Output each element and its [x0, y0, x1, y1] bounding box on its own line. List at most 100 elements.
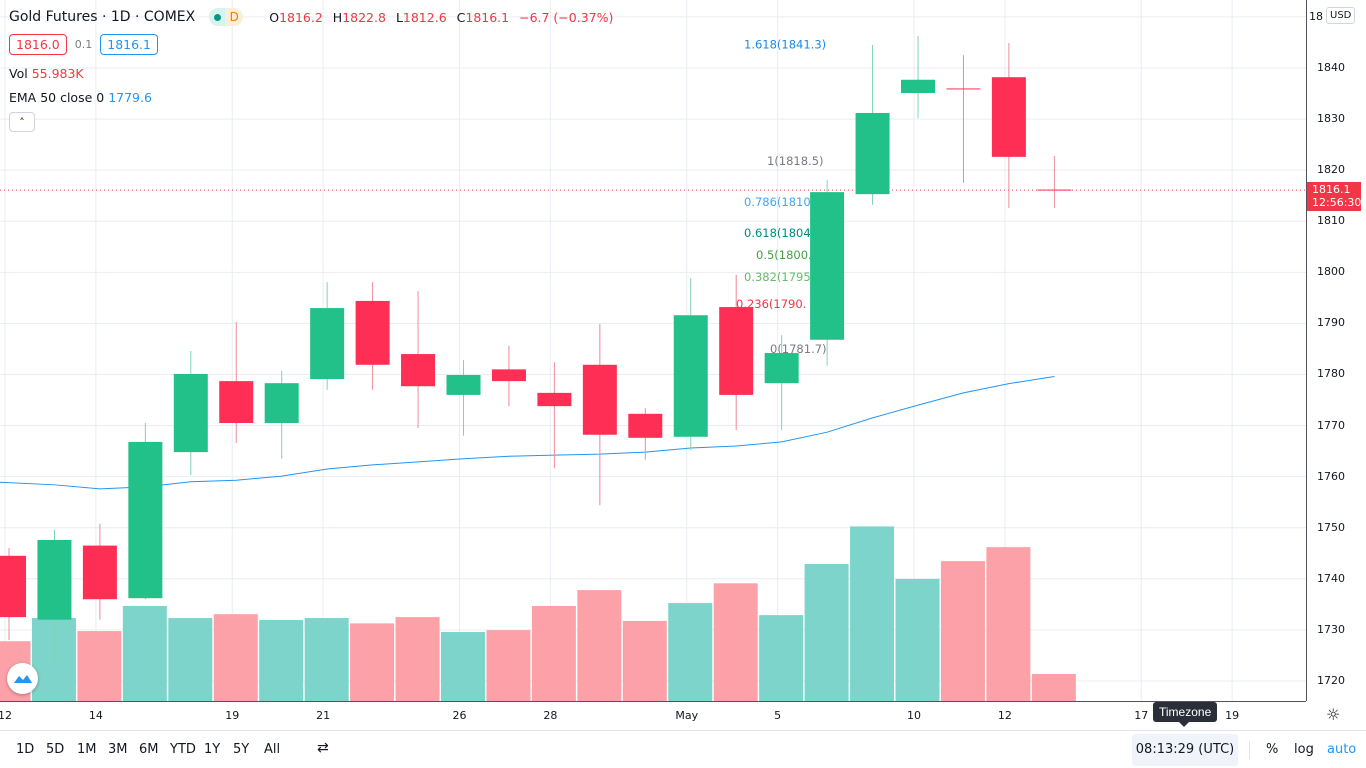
time-tick: 19 [225, 709, 240, 722]
volume-bar [850, 526, 895, 701]
price-tick: 1760 [1317, 469, 1345, 483]
candle-body [946, 88, 981, 90]
time-tick: 21 [316, 709, 331, 722]
volume-bar [1031, 673, 1076, 701]
price-tick: 1720 [1317, 673, 1345, 687]
candle-body [355, 300, 390, 365]
logo-icon [13, 674, 32, 683]
fib-level-label: 1(1818.5) [767, 154, 824, 168]
price-tick: 1800 [1317, 265, 1345, 279]
candle-body [719, 307, 754, 395]
time-tick: 12 [0, 709, 12, 722]
range-button-6m[interactable]: 6M [139, 742, 159, 757]
timezone-tooltip: Timezone [1153, 702, 1218, 727]
volume-bar [486, 630, 531, 701]
price-tick: 1740 [1317, 571, 1345, 585]
range-button-all[interactable]: All [264, 742, 281, 757]
settings-gear-icon[interactable]: ☼ [1326, 705, 1341, 724]
chart-pane[interactable]: 1.618(1841.3) 1(1818.5) 0.786(1810. 0.618(1… [0, 0, 1306, 701]
log-toggle[interactable]: log [1294, 742, 1314, 757]
price-tick: 1810 [1317, 214, 1345, 228]
candle-body [128, 441, 163, 599]
chevron-up-icon: ˄ [19, 116, 25, 129]
market-open-dot-icon [213, 13, 221, 21]
price-tick: 1770 [1317, 418, 1345, 432]
sell-button[interactable]: 1816.0 [9, 34, 67, 55]
candle-body [582, 364, 617, 435]
percent-toggle[interactable]: % [1266, 742, 1279, 757]
volume-bar [441, 632, 485, 701]
fib-level-label: 0.5(1800. [756, 248, 812, 262]
candle-body [37, 539, 72, 620]
volume-legend[interactable]: Vol 55.983K [9, 66, 84, 81]
time-tick: 10 [907, 709, 921, 722]
volume-bar [895, 578, 940, 701]
volume-bar [577, 590, 622, 701]
range-button-1y[interactable]: 1Y [204, 742, 221, 757]
auto-toggle[interactable]: auto [1327, 742, 1357, 757]
volume-bar [395, 617, 440, 701]
price-axis[interactable]: 1720 1730 1740 1750 1760 1770 1780 1790 1800 1810… [1306, 0, 1366, 701]
price-tick: 1780 [1317, 367, 1345, 381]
range-button-5y[interactable]: 5Y [233, 742, 250, 757]
candle-body [764, 353, 799, 384]
volume-bar [168, 618, 213, 701]
volume-bar [259, 619, 304, 701]
price-tick: 1840 [1317, 61, 1345, 74]
timezone-clock[interactable]: 08:13:29 (UTC) [1132, 734, 1238, 766]
price-tick: 1730 [1317, 622, 1345, 636]
range-button-3m[interactable]: 3M [108, 742, 128, 757]
range-button-5d[interactable]: 5D [46, 742, 65, 757]
volume-bar [350, 623, 395, 701]
buy-button[interactable]: 1816.1 [100, 34, 158, 55]
time-axis[interactable]: 12 14 19 21 26 28 May 5 10 12 17 19 [0, 701, 1306, 730]
symbol-title[interactable]: Gold Futures · 1D · COMEX [9, 9, 196, 25]
date-range-icon[interactable]: ⇄ [317, 740, 329, 756]
volume-bar [31, 618, 76, 701]
volume-bar [622, 620, 667, 701]
time-tick: 28 [543, 709, 558, 722]
candle-body [810, 192, 845, 340]
volume-bar [122, 605, 167, 701]
volume-bar [986, 547, 1031, 701]
ohlc-values: O1816.2 H1822.8 L1812.6 C1816.1 −6.7 (−0… [269, 9, 614, 25]
volume-bar [304, 618, 349, 701]
range-button-1d[interactable]: 1D [16, 742, 35, 757]
time-tick: 26 [452, 709, 467, 722]
candle-body [628, 413, 663, 438]
candle-body [1037, 189, 1072, 191]
price-tick: 1830 [1317, 112, 1345, 126]
candle-body [82, 545, 117, 600]
volume-bar [804, 564, 849, 701]
collapse-legend-button[interactable]: ˄ [9, 112, 35, 132]
candle-body [401, 354, 436, 387]
price-tick: 18 [1309, 10, 1323, 23]
currency-label[interactable]: USD [1326, 7, 1356, 24]
candle-body [0, 555, 26, 618]
change-value: −6.7 (−0.37%) [519, 9, 614, 25]
market-status-badge[interactable]: D [209, 8, 244, 26]
fib-level-label: 0.382(1795. [744, 270, 814, 284]
volume-bar [531, 605, 576, 701]
candle-body [991, 77, 1026, 157]
fib-level-label: 0.236(1790. [736, 297, 806, 311]
volume-bar [759, 615, 804, 701]
tradingview-logo[interactable] [7, 663, 38, 694]
time-tick: 14 [88, 709, 103, 722]
ema-legend[interactable]: EMA 50 close 0 1779.6 [9, 90, 152, 105]
range-button-ytd[interactable]: YTD [170, 742, 196, 757]
spread: 0.1 [74, 38, 93, 51]
volume-bar [668, 603, 713, 701]
range-button-1m[interactable]: 1M [77, 742, 97, 757]
time-tick: May [675, 709, 699, 722]
candle-body [219, 381, 254, 424]
candle-body [855, 112, 890, 195]
divider [1249, 741, 1250, 759]
candle-body [173, 373, 208, 453]
volume-bar [940, 561, 985, 701]
time-tick: 17 [1134, 709, 1149, 722]
fib-level-label: 1.618(1841.3) [744, 38, 826, 52]
time-tick: 5 [774, 709, 782, 722]
price-tick: 1820 [1317, 163, 1345, 177]
ema-line [0, 376, 1055, 490]
